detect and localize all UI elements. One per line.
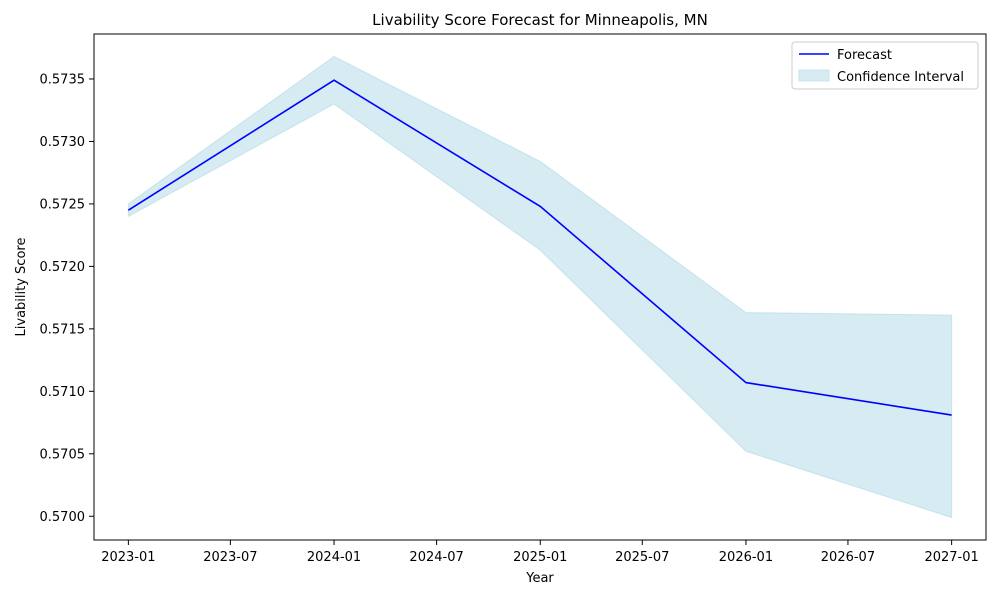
forecast-points xyxy=(128,80,952,416)
y-tick-label: 0.5735 xyxy=(40,72,86,87)
y-tick-label: 0.5705 xyxy=(40,447,86,462)
x-tick-label: 2023-01 xyxy=(101,550,155,565)
legend: Forecast Confidence Interval xyxy=(791,41,979,90)
y-tick-label: 0.5730 xyxy=(40,135,86,150)
y-axis: 0.5700 0.5705 0.5710 0.5715 0.5720 0.5725 0.57… xyxy=(40,72,94,525)
x-tick-label: 2026-01 xyxy=(719,550,773,565)
x-tick-label: 2024-01 xyxy=(307,550,361,565)
plot-area xyxy=(127,55,953,519)
x-tick-label: 2024-07 xyxy=(409,550,463,565)
legend-ci-swatch xyxy=(798,69,830,82)
y-tick-label: 0.5710 xyxy=(40,385,86,400)
y-tick-label: 0.5725 xyxy=(40,197,86,212)
x-axis-title: Year xyxy=(525,571,554,586)
y-tick-label: 0.5720 xyxy=(40,260,86,275)
legend-frame xyxy=(791,41,979,90)
x-tick-label: 2025-01 xyxy=(513,550,567,565)
x-axis: 2023-01 2023-07 2024-01 2024-07 2025-01 2025-… xyxy=(101,540,979,565)
chart-title: Livability Score Forecast for Minneapoli… xyxy=(372,11,708,29)
confidence-interval-band xyxy=(127,55,953,519)
x-tick-label: 2026-07 xyxy=(821,550,875,565)
y-tick-label: 0.5700 xyxy=(40,510,86,525)
y-tick-label: 0.5715 xyxy=(40,322,86,337)
x-tick-label: 2027-01 xyxy=(924,550,978,565)
legend-forecast-label: Forecast xyxy=(837,48,892,63)
x-tick-label: 2023-07 xyxy=(203,550,257,565)
x-tick-label: 2025-07 xyxy=(615,550,669,565)
legend-ci-label: Confidence Interval xyxy=(837,70,964,85)
y-axis-title: Livability Score xyxy=(14,238,29,337)
